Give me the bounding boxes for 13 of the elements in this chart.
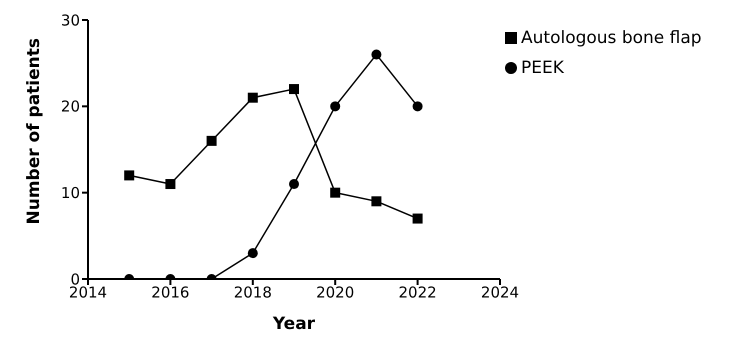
y-axis-title: Number of patients bbox=[24, 38, 44, 224]
x-tick-label: 2022 bbox=[398, 284, 437, 302]
x-tick-label: 2014 bbox=[68, 284, 108, 302]
x-tick-label: 2016 bbox=[151, 284, 190, 302]
legend-label: PEEK bbox=[521, 58, 564, 78]
x-tick-label: 2020 bbox=[316, 284, 354, 302]
y-tick-label: 30 bbox=[60, 11, 80, 30]
legend-label: Autologous bone flap bbox=[521, 28, 702, 48]
x-axis-title: Year bbox=[272, 314, 316, 334]
y-tick-label: 10 bbox=[60, 184, 80, 202]
y-tick-label: 20 bbox=[60, 98, 80, 116]
x-tick-label: 2024 bbox=[480, 284, 520, 302]
x-tick-label: 2018 bbox=[234, 284, 272, 302]
